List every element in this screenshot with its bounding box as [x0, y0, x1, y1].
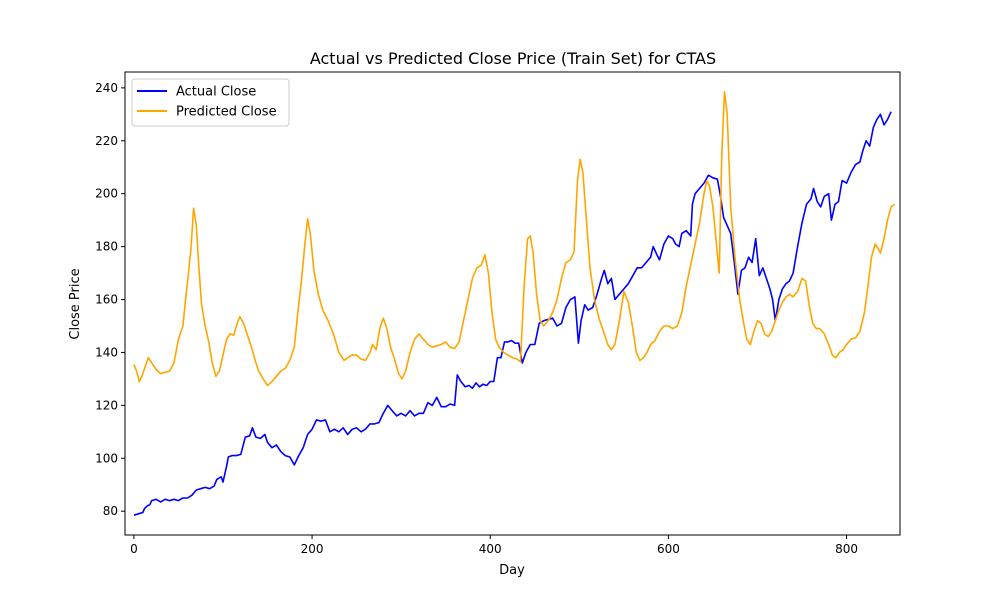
legend-label-predicted-close: Predicted Close [176, 105, 277, 120]
y-axis-label: Close Price [68, 268, 83, 339]
y-tick-label: 100 [95, 451, 118, 465]
legend-box [131, 78, 290, 127]
y-tick-label: 200 [95, 187, 118, 201]
plot-area-frame [124, 71, 901, 536]
y-tick-label: 180 [95, 240, 118, 254]
x-tick-label: 200 [301, 542, 324, 556]
x-tick-label: 600 [657, 542, 680, 556]
y-tick-label: 240 [95, 81, 118, 95]
x-tick-label: 0 [130, 542, 138, 556]
x-axis-label: Day [499, 563, 525, 578]
legend: Actual Close Predicted Close [131, 78, 290, 127]
x-axis: 0 200 400 600 800 [130, 535, 858, 556]
y-tick-label: 160 [95, 293, 118, 307]
chart-title: Actual vs Predicted Close Price (Train S… [310, 49, 716, 68]
legend-label-actual-close: Actual Close [176, 85, 256, 100]
series-line-actual-close [133, 111, 892, 516]
y-tick-label: 80 [103, 504, 118, 518]
y-tick-label: 140 [95, 345, 118, 359]
x-tick-label: 400 [479, 542, 502, 556]
series-line-predicted-close [133, 91, 896, 387]
y-tick-label: 120 [95, 398, 118, 412]
y-axis: 80 100 120 140 160 180 200 220 240 [95, 81, 125, 518]
y-tick-label: 220 [95, 134, 118, 148]
series-layer [133, 91, 896, 516]
x-tick-label: 800 [835, 542, 858, 556]
